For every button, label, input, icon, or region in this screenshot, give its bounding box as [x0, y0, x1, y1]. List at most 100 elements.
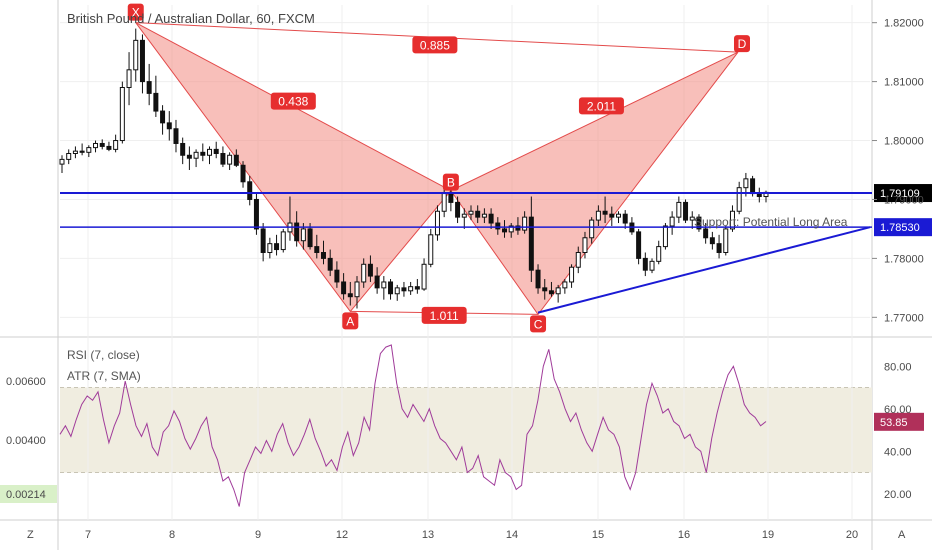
- ratio-bd-bg: [578, 97, 624, 115]
- candle-body: [542, 287, 548, 292]
- candle-body: [260, 228, 266, 254]
- candle-body: [662, 225, 668, 248]
- rsi-legend[interactable]: RSI (7, close): [67, 348, 140, 362]
- candle-body: [79, 150, 85, 153]
- price-badge-bg: [874, 218, 932, 237]
- candle-body: [636, 231, 642, 259]
- candle-body: [455, 201, 461, 218]
- pattern-point-c-bg: [530, 315, 547, 333]
- pattern-point-b: B: [447, 176, 455, 190]
- support-levels[interactable]: 1.79109 1.78530: [60, 184, 932, 314]
- candle-body: [394, 287, 400, 295]
- candle-body: [294, 222, 300, 242]
- candle-body: [207, 148, 213, 156]
- corner-left-z[interactable]: Z: [27, 529, 34, 541]
- candle-body: [354, 281, 360, 298]
- candle-body: [320, 252, 326, 259]
- x-tick-label: 14: [506, 529, 518, 541]
- candle-body: [106, 145, 112, 150]
- ratio-bd: 2.011: [587, 99, 616, 113]
- x-tick-label: 12: [336, 529, 348, 541]
- candle-body: [508, 225, 514, 233]
- axes: 7 8 9 12 13 14 15 16 19 20 1.82000 1.81000 1.80000 1.…: [0, 18, 924, 541]
- price-badge: 1.79109: [880, 188, 920, 200]
- ratio-xd: 0.885: [420, 38, 450, 52]
- ratio-ac-bg: [421, 306, 467, 324]
- candle-body: [421, 263, 427, 290]
- candle-body: [589, 219, 595, 239]
- rsi-y-tick: 80.00: [884, 361, 912, 373]
- atr-y-tick: 0.00600: [6, 376, 46, 388]
- candle-body: [468, 210, 474, 215]
- y-tick-label: 1.82000: [884, 18, 924, 30]
- candle-body: [535, 269, 541, 289]
- pattern-point-x-bg: [127, 3, 144, 21]
- candle-body: [388, 281, 394, 295]
- candle-body: [615, 213, 621, 218]
- candle-body: [153, 92, 159, 112]
- x-tick-label: 20: [846, 529, 858, 541]
- pattern-point-b-bg: [442, 173, 459, 191]
- candle-body: [656, 246, 662, 262]
- candle-body: [166, 122, 172, 130]
- candle-body: [133, 39, 139, 71]
- x-tick-label: 16: [678, 529, 690, 541]
- candle-body: [676, 201, 682, 218]
- candle-body: [669, 216, 675, 227]
- candle-body: [327, 257, 333, 271]
- candle-body: [119, 87, 125, 142]
- candle-body: [434, 210, 440, 236]
- candle-body: [582, 237, 588, 253]
- pattern-point-d: D: [738, 37, 747, 51]
- y-tick-label: 1.81000: [884, 77, 924, 89]
- pattern-point-a-bg: [342, 312, 359, 330]
- candle-body: [146, 81, 152, 94]
- candle-body: [729, 210, 735, 230]
- candle-body: [347, 293, 353, 298]
- rsi-y-tick: 40.00: [884, 446, 912, 458]
- candle-body: [461, 213, 467, 218]
- candle-body: [414, 286, 420, 290]
- candle-body: [267, 243, 273, 254]
- candle-body: [227, 154, 233, 165]
- candle-body: [575, 252, 581, 268]
- x-tick-label: 9: [255, 529, 261, 541]
- candle-body: [72, 150, 78, 154]
- y-tick-label: 1.78000: [884, 253, 924, 265]
- atr-legend[interactable]: ATR (7, SMA): [67, 369, 141, 383]
- y-tick-label: 1.79000: [884, 194, 924, 206]
- candle-body: [401, 287, 407, 292]
- candle-body: [341, 281, 347, 295]
- candle-body: [126, 69, 132, 88]
- candle-body: [428, 234, 434, 265]
- support-trendline: [537, 226, 871, 314]
- candle-body: [649, 260, 655, 271]
- ratio-xb: 0.438: [278, 95, 308, 109]
- candle-body: [173, 128, 179, 144]
- pattern-triangle-bcd: [450, 51, 739, 316]
- pattern-point-x: X: [132, 6, 140, 20]
- candle-body: [334, 269, 340, 283]
- candle-body: [86, 147, 92, 153]
- rsi-pane[interactable]: 53.85: [59, 344, 924, 507]
- candle-body: [113, 140, 119, 150]
- candle-body: [139, 39, 145, 83]
- candlestick-series[interactable]: [59, 28, 769, 309]
- candle-body: [750, 178, 756, 195]
- rsi-line: [59, 344, 767, 507]
- candle-body: [502, 228, 508, 233]
- candle-body: [213, 148, 219, 154]
- candle-body: [160, 110, 166, 124]
- candle-body: [99, 142, 105, 147]
- price-badge-bg: [874, 184, 932, 203]
- rsi-y-tick: 60.00: [884, 404, 912, 416]
- corner-right-a[interactable]: A: [898, 529, 906, 541]
- atr-y-tick: 0.00214: [6, 489, 46, 501]
- pattern-point-a: A: [346, 314, 354, 328]
- candle-body: [200, 151, 206, 156]
- harmonic-pattern[interactable]: [135, 22, 739, 316]
- candle-body: [495, 222, 501, 230]
- candle-body: [522, 216, 528, 231]
- candle-body: [93, 142, 99, 149]
